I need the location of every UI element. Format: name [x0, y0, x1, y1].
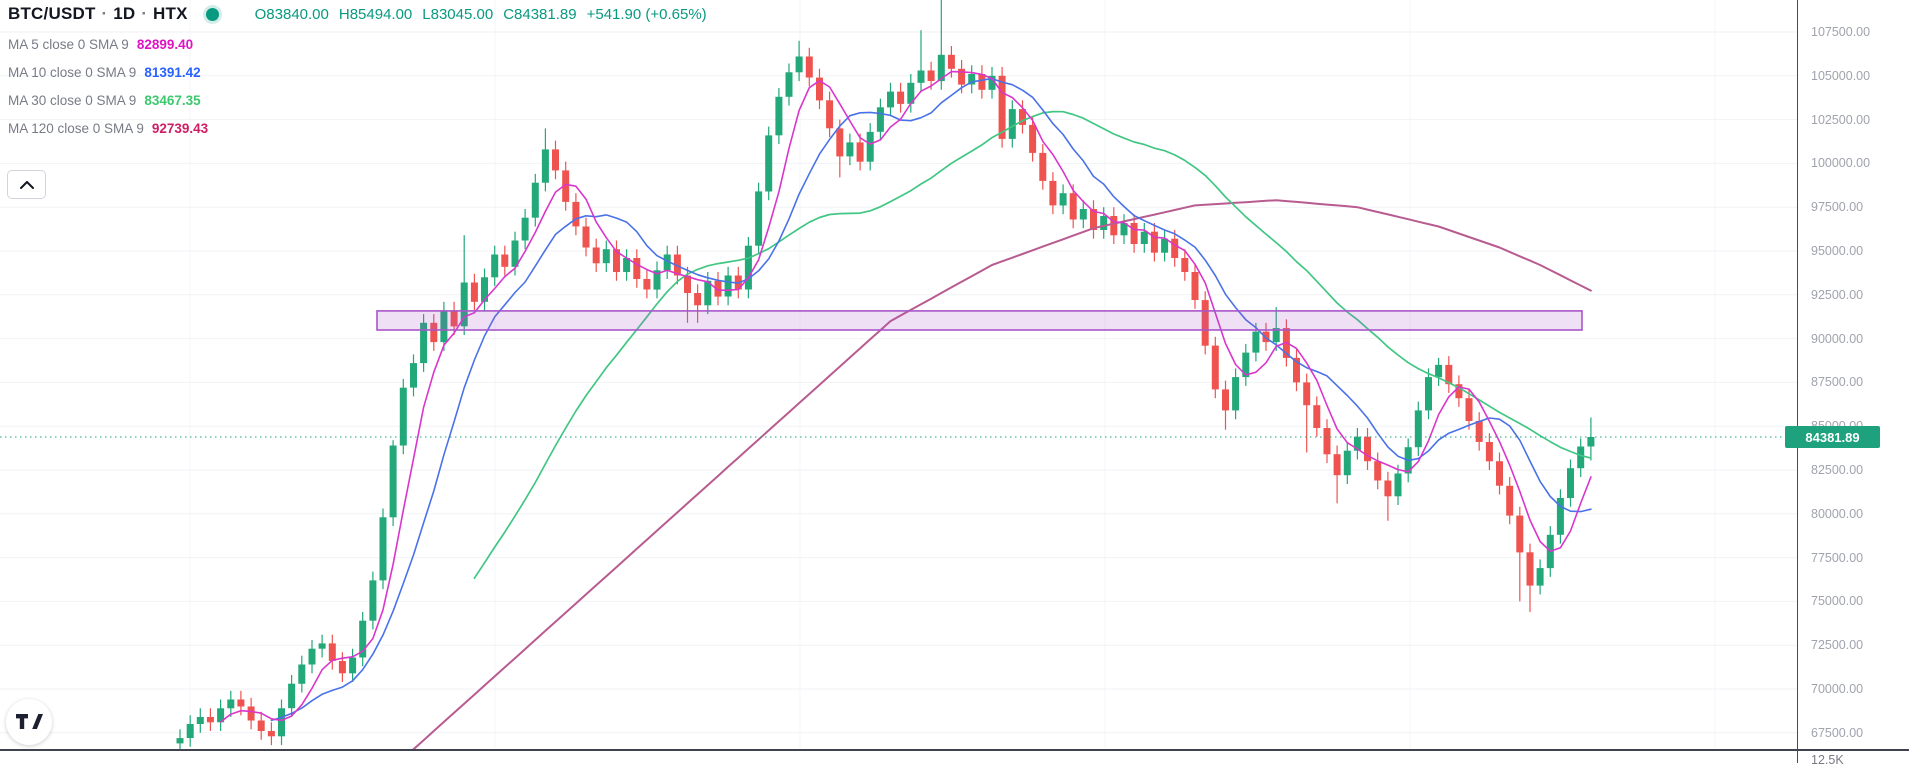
price-axis-label: 100000.00	[1811, 156, 1871, 171]
ma-legend-row-2[interactable]: MA 10 close 0 SMA 9 81391.42	[8, 58, 208, 86]
price-axis-label: 80000.00	[1811, 506, 1864, 521]
ma120-line	[411, 199, 1592, 750]
price-axis-label: 97500.00	[1811, 200, 1864, 215]
current-price-badge: 84381.89	[1785, 426, 1880, 449]
ohlc-low: L83045.00	[422, 5, 494, 23]
price-axis-label: 75000.00	[1811, 594, 1864, 609]
symbol-name[interactable]: BTC/USDT	[8, 4, 96, 23]
ohlc-open: O83840.00	[254, 5, 329, 23]
ma-legend-value: 81391.42	[144, 64, 201, 80]
ohlc-high: H85494.00	[338, 5, 413, 23]
ma-legend-value: 82899.40	[136, 36, 194, 52]
symbol-separator: ·	[101, 4, 108, 23]
pane-separator[interactable]	[0, 749, 1909, 751]
price-axis-label: 77500.00	[1811, 550, 1864, 565]
symbol-header[interactable]: BTC/USDT · 1D · HTX O83840.00 H85494.00 …	[8, 4, 707, 24]
price-axis-label: 107500.00	[1811, 25, 1871, 39]
indicator-legend: MA 5 close 0 SMA 9 82899.40 MA 10 close 0 …	[8, 30, 208, 142]
volume-axis-label: 12.5K	[1811, 753, 1844, 767]
market-status-dot-icon	[205, 7, 219, 21]
ma-legend-row-4[interactable]: MA 120 close 0 SMA 9 92739.43	[8, 114, 208, 142]
ma-legend-label: MA 10 close 0 SMA 9	[8, 64, 137, 80]
price-axis-label: 67500.00	[1811, 725, 1864, 740]
chart-canvas[interactable]	[0, 0, 1797, 750]
price-axis-label: 87500.00	[1811, 375, 1864, 390]
exchange-label[interactable]: HTX	[153, 4, 188, 23]
ma-legend-value: 83467.35	[144, 92, 201, 108]
candles-series	[176, 0, 1595, 750]
price-axis[interactable]: 107500.00 105000.00 102500.00 100000.00 9750…	[1785, 0, 1909, 767]
ma-legend-row-3[interactable]: MA 30 close 0 SMA 9 83467.35	[8, 86, 208, 114]
price-axis-label: 102500.00	[1811, 112, 1871, 127]
ma5-line	[219, 70, 1592, 723]
symbol-separator: ·	[141, 4, 148, 23]
price-axis-label: 90000.00	[1811, 331, 1864, 346]
price-axis-label: 92500.00	[1811, 287, 1864, 302]
timeframe-label[interactable]: 1D	[113, 4, 136, 23]
candlestick-chart-svg[interactable]	[0, 0, 1797, 750]
ohlc-close: C84381.89	[503, 5, 577, 23]
tradingview-logo[interactable]	[6, 699, 52, 745]
ohlc-change: +541.90 (+0.65%)	[586, 5, 707, 23]
price-axis-label: 72500.00	[1811, 638, 1864, 653]
ma10-line	[270, 77, 1592, 722]
ma-legend-value: 92739.43	[151, 120, 209, 136]
ma-legend-row-1[interactable]: MA 5 close 0 SMA 9 82899.40	[8, 30, 208, 58]
ma-legend-label: MA 5 close 0 SMA 9	[8, 36, 129, 52]
price-axis-label: 105000.00	[1811, 68, 1871, 83]
ohlc-values: O83840.00 H85494.00 L83045.00 C84381.89 …	[255, 6, 707, 23]
ma-legend-label: MA 120 close 0 SMA 9	[8, 120, 144, 136]
volume-pane-sliver	[0, 751, 1909, 763]
collapse-indicators-button[interactable]	[7, 170, 46, 199]
chevron-up-icon	[19, 180, 34, 189]
price-axis-label: 95000.00	[1811, 244, 1864, 258]
ma-legend-label: MA 30 close 0 SMA 9	[8, 92, 137, 108]
resistance-zone-drawing	[376, 310, 1583, 331]
ma30-line	[473, 110, 1592, 580]
price-axis-label: 70000.00	[1811, 682, 1864, 696]
tradingview-logo-icon	[15, 714, 43, 729]
price-axis-label: 82500.00	[1811, 463, 1864, 477]
